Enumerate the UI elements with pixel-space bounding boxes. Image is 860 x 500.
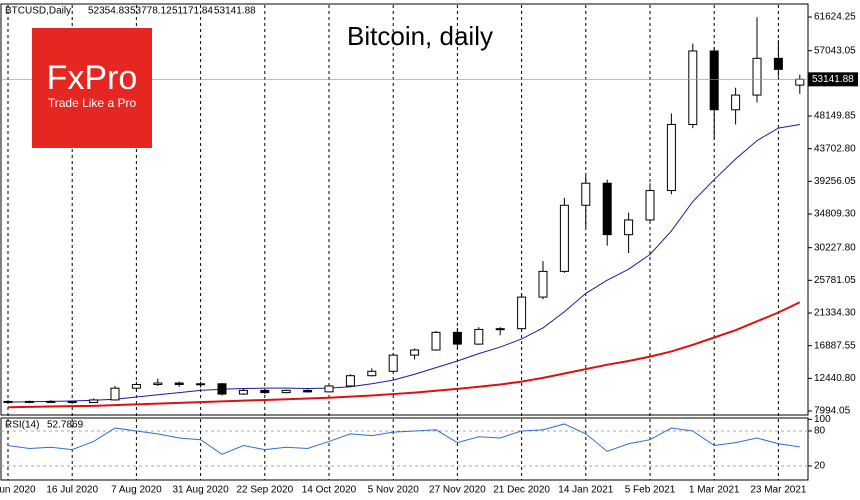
- candle-body: [174, 382, 184, 386]
- candle-body: [345, 375, 355, 387]
- candle-body: [773, 57, 783, 70]
- candle-body: [474, 328, 484, 345]
- x-tick-label: 16 Jul 2020: [46, 485, 98, 496]
- rsi-value: 52.7869: [47, 420, 84, 431]
- candle-body: [46, 400, 56, 403]
- candle-body: [89, 399, 99, 404]
- logo-tagline: Trade Like a Pro: [48, 96, 137, 110]
- main-frame: [0, 3, 809, 416]
- candle-body: [495, 328, 505, 331]
- chart-title: Bitcoin, daily: [347, 21, 493, 51]
- candle-body: [24, 400, 34, 403]
- candle-body: [238, 389, 248, 395]
- candle-body: [431, 331, 441, 351]
- rsi-tick-label: 100: [814, 414, 831, 425]
- candle-body: [217, 383, 227, 395]
- candle-body: [666, 123, 676, 192]
- x-tick-label: 7 Aug 2020: [111, 485, 162, 496]
- price-label-box: [808, 72, 858, 87]
- y-tick-label: 30227.80: [814, 242, 856, 253]
- y-tick-label: 7994.05: [814, 406, 851, 417]
- candle-body: [602, 182, 612, 236]
- candle-body: [67, 400, 77, 404]
- x-tick-label: 31 Aug 2020: [173, 485, 230, 496]
- x-tick-label: 14 Oct 2020: [302, 485, 357, 496]
- candle-body: [131, 384, 141, 389]
- y-tick-label: 48149.85: [814, 111, 856, 122]
- candle-body: [324, 385, 334, 393]
- candle-body: [367, 370, 377, 377]
- rsi-frame: [0, 417, 809, 481]
- candle-body: [110, 387, 120, 401]
- header-low: 51171.84: [172, 6, 213, 17]
- x-tick-label: 21 Dec 2020: [493, 485, 550, 496]
- logo-box: [32, 28, 152, 148]
- candle-body: [731, 94, 741, 111]
- price-label: 53141.88: [812, 74, 854, 85]
- candle-body: [281, 389, 291, 394]
- candle-body: [303, 389, 313, 393]
- x-tick-label: 5 Feb 2021: [625, 485, 676, 496]
- candle-body: [260, 389, 270, 394]
- candle-body: [624, 219, 634, 236]
- candle-body: [709, 50, 719, 111]
- moving-average: [7, 123, 800, 403]
- candle-body: [3, 400, 13, 403]
- y-tick-label: 57043.05: [814, 45, 856, 56]
- x-tick-label: 27 Nov 2020: [429, 485, 486, 496]
- x-tick-label: 22 Sep 2020: [236, 485, 293, 496]
- candle-body: [581, 182, 591, 206]
- candle-body: [752, 57, 762, 96]
- y-tick-label: 25781.05: [814, 275, 856, 286]
- candle-body: [645, 190, 655, 221]
- marks: 53141.88: [1, 17, 858, 455]
- candle-body: [153, 382, 163, 386]
- rsi-tick-label: 80: [814, 426, 826, 437]
- rsi-name: RSI(14): [5, 420, 39, 431]
- header-open: 52354.83: [88, 6, 130, 17]
- candle-body: [410, 349, 420, 356]
- candle-body: [688, 50, 698, 125]
- x-tick-label: 1 Mar 2021: [689, 485, 740, 496]
- x-tick-label: 23 Mar 2021: [750, 485, 807, 496]
- y-tick-label: 16887.55: [814, 340, 856, 351]
- x-tick-label: 5 Nov 2020: [368, 485, 420, 496]
- y-tick-label: 34809.30: [814, 209, 856, 220]
- rsi-line: [7, 423, 800, 455]
- candle-body: [452, 331, 462, 345]
- x-tick-label: 14 Jan 2021: [558, 485, 613, 496]
- grid: 7994.05 12440.80 16887.55 21334.30 25781.05 3…: [0, 5, 856, 496]
- header-high: 53778.12: [130, 6, 172, 17]
- symbol-header: BTCUSD,Daily: [5, 6, 71, 17]
- candle-body: [388, 354, 398, 372]
- logo-brand: FxPro: [47, 59, 138, 97]
- y-tick-label: 43702.80: [814, 143, 856, 154]
- candle-body: [196, 383, 206, 386]
- x-tick-label: 24 Jun 2020: [0, 485, 36, 496]
- candle-body: [538, 270, 548, 298]
- y-tick-label: 12440.80: [814, 373, 856, 384]
- candle-body: [795, 78, 805, 86]
- y-tick-label: 21334.30: [814, 308, 856, 319]
- candle-body: [517, 296, 527, 330]
- y-tick-label: 61624.25: [814, 12, 856, 23]
- y-tick-label: 39256.05: [814, 176, 856, 187]
- candle-body: [559, 204, 569, 272]
- moving-average: [7, 301, 801, 409]
- header-close: 53141.88: [214, 6, 256, 17]
- rsi-tick-label: 20: [814, 461, 826, 472]
